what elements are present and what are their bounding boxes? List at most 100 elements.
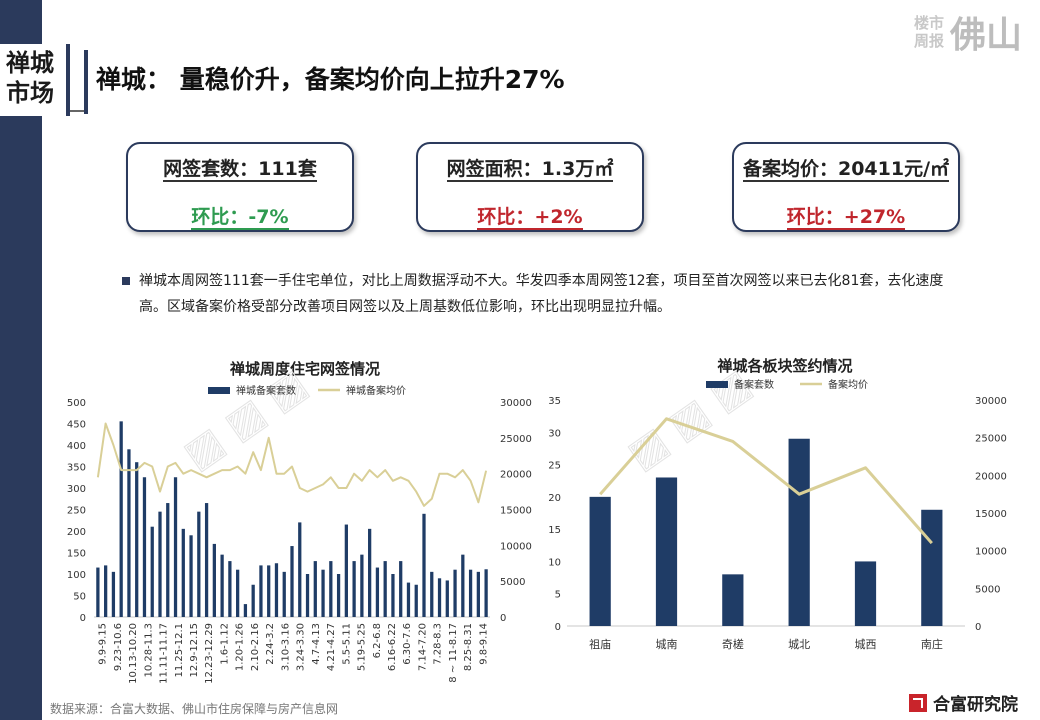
chart1-x-tick-label: 1.6-1.12 <box>219 623 230 665</box>
chart2-y-right-tick: 15000 <box>975 509 1007 520</box>
chart1-y-left-tick: 350 <box>67 463 86 474</box>
chart1-x-tick-label: 10.13-10.20 <box>128 623 139 684</box>
chart1-bar <box>236 569 240 617</box>
chart1-y-left-tick: 150 <box>67 549 86 560</box>
summary-paragraph: 禅城本周网签111套一手住宅单位，对比上周数据浮动不大。华发四季本周网签12套，… <box>122 268 964 320</box>
chart1-x-tick-label: 4.7-4.13 <box>311 623 322 665</box>
chart1-bar <box>352 561 356 617</box>
tag-underline <box>70 110 84 112</box>
chart1-x-tick-label: 6.30-7.6 <box>402 623 413 665</box>
chart1-x-tick-label: 9.9-9.15 <box>98 623 109 665</box>
chart1-x-tick-label: 5.19-5.25 <box>357 623 368 671</box>
chart1-bar <box>321 569 325 617</box>
chart1-bar <box>336 574 341 617</box>
chart2-bar <box>854 561 877 626</box>
sidebar-strip <box>0 0 42 720</box>
chart1-y-right-tick: 0 <box>500 613 506 624</box>
footer-brand: 合富研究院 <box>909 690 1018 715</box>
chart1-bar <box>204 503 209 617</box>
chart1-bar <box>344 524 348 617</box>
chart1-bar <box>166 503 170 617</box>
chart1-bar <box>298 522 302 617</box>
chart1-x-tick-label: 4.21-4.27 <box>326 623 337 671</box>
chart1-bar <box>173 477 178 617</box>
page-title: 禅城： 量稳价升，备案均价向上拉升27% <box>96 65 565 94</box>
chart2-bar <box>655 477 678 626</box>
chart1-y-right-tick: 5000 <box>500 577 525 588</box>
chart1-y-left-tick: 50 <box>73 592 86 603</box>
chart1-bar <box>96 567 100 617</box>
chart2-bar <box>921 509 943 626</box>
chart1-bar <box>453 569 457 617</box>
chart2-x-tick-label: 城南 <box>656 638 678 651</box>
chart1-bar <box>290 546 294 617</box>
chart1-bar <box>259 565 263 617</box>
brand-city: 佛山 <box>949 15 1022 56</box>
chart2-x-tick-label: 奇槎 <box>722 637 744 651</box>
summary-text: 禅城本周网签111套一手住宅单位，对比上周数据浮动不大。华发四季本周网签12套，… <box>139 273 944 315</box>
chart1-bar <box>127 449 131 617</box>
chart2-x-tick-label: 城北 <box>788 638 810 651</box>
chart1-bar <box>414 584 418 617</box>
chart1-x-tick-label: 6.2-6.8 <box>372 623 383 658</box>
chart1-bar <box>251 584 255 617</box>
chart1-y-left-tick: 500 <box>67 398 86 409</box>
metric-card-units: 网签套数：111套 环比：-7% <box>126 142 354 232</box>
metric-change: 环比：-7% <box>191 206 289 230</box>
chart1-bar <box>430 571 434 617</box>
report-brand: 楼市 周报 佛山 <box>914 6 1022 58</box>
chart1-bar <box>329 561 333 617</box>
chart2-y-left-tick: 20 <box>548 493 561 504</box>
chart1-x-tick-label: 7.28-8.3 <box>433 623 444 665</box>
chart1-y-left-tick: 400 <box>67 441 86 452</box>
section-tag-line1: 禅城 <box>6 49 54 77</box>
chart2-legend-bar-swatch <box>706 381 728 388</box>
chart1-y-left-tick: 0 <box>80 613 86 624</box>
chart1-bar <box>305 574 310 617</box>
chart2-price-line <box>599 417 933 545</box>
chart2-bar <box>722 574 744 626</box>
chart2-bar <box>589 496 611 626</box>
chart1-x-tick-label: 10.28-11.3 <box>143 623 154 678</box>
brand-logo-icon <box>909 693 927 712</box>
chart1-bar <box>399 561 403 617</box>
chart1-bar <box>267 565 271 617</box>
chart1-bar <box>468 569 473 617</box>
chart1-title: 禅城周度住宅网签情况 <box>229 360 380 378</box>
metric-card-price: 备案均价：20411元/㎡ 环比：+27% <box>732 142 960 232</box>
chart1-bar <box>243 604 248 617</box>
chart1-bar <box>461 554 465 617</box>
chart2-y-right-tick: 0 <box>975 622 981 633</box>
chart2-legend-line-label: 备案均价 <box>828 378 868 391</box>
metric-change: 环比：+2% <box>477 206 583 230</box>
chart2-y-left-tick: 5 <box>555 590 561 601</box>
chart1-x-tick-label: 9.8-9.14 <box>478 623 489 665</box>
chart1-y-right-tick: 10000 <box>500 541 532 552</box>
chart1-bar <box>111 571 116 617</box>
chart2-title: 禅城各板块签约情况 <box>717 357 853 375</box>
brand-name: 合富研究院 <box>933 695 1018 715</box>
data-source: 数据来源：合富大数据、佛山市住房保障与房产信息网 <box>50 702 339 716</box>
chart1-legend-bar-swatch <box>208 387 230 394</box>
chart1-x-tick-label: 12.9-12.15 <box>189 623 200 678</box>
chart1-y-right-tick: 15000 <box>500 506 532 517</box>
chart2-y-left-tick: 10 <box>548 557 561 568</box>
chart1-bar <box>228 561 232 617</box>
chart1-bar <box>445 580 449 617</box>
chart1-bar <box>135 462 139 617</box>
chart1-bar <box>119 421 123 617</box>
chart1-y-left-tick: 100 <box>67 570 86 581</box>
chart1-bar <box>360 554 364 617</box>
chart1-bar <box>282 571 286 617</box>
section-tag-line2: 市场 <box>6 79 54 107</box>
chart1-x-tick-label: 11.25-12.1 <box>174 623 185 678</box>
chart2-y-right-tick: 20000 <box>975 471 1007 482</box>
metric-change: 环比：+27% <box>786 206 906 230</box>
metric-label: 网签面积：1.3万㎡ <box>446 158 614 182</box>
chart1-bar <box>406 582 411 617</box>
chart1-bar <box>437 578 442 617</box>
chart1-y-right-tick: 25000 <box>500 434 532 445</box>
chart2-y-left-tick: 25 <box>548 461 561 472</box>
chart1-bar <box>158 511 162 617</box>
chart1-y-right-tick: 20000 <box>500 470 532 481</box>
